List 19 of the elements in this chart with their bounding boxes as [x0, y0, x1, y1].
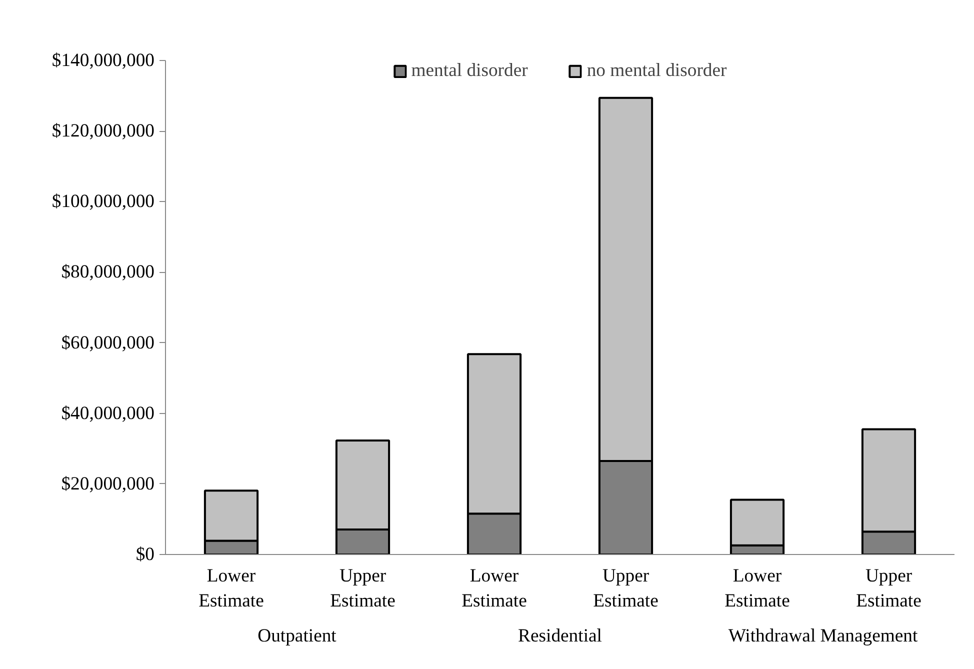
x-tick-label: Lower Estimate: [462, 566, 527, 612]
x-tick-label: Lower Estimate: [198, 566, 264, 612]
y-tick-label: $140,000,000: [52, 50, 154, 71]
x-tick-label: Upper Estimate: [330, 566, 396, 612]
text: Withdrawal Management: [728, 626, 918, 646]
y-tick-label: $40,000,000: [61, 402, 154, 424]
y-tick-label: $100,000,000: [52, 191, 154, 212]
y-tick-label: $80,000,000: [61, 262, 154, 283]
legend-label: mental disorder: [411, 60, 528, 82]
y-tick-label: $20,000,000: [61, 473, 154, 494]
text: Residential: [518, 626, 602, 646]
x-tick-label: Upper Estimate: [593, 566, 658, 612]
y-tick-label: $120,000,000: [52, 120, 154, 142]
x-tick-label: Lower Estimate: [724, 566, 790, 612]
y-tick-label: $0: [136, 544, 154, 565]
legend-label: no mental disorder: [586, 60, 727, 82]
x-tick-label: Upper Estimate: [856, 566, 922, 612]
y-tick-label: $60,000,000: [61, 332, 154, 354]
text: Outpatient: [258, 626, 338, 646]
